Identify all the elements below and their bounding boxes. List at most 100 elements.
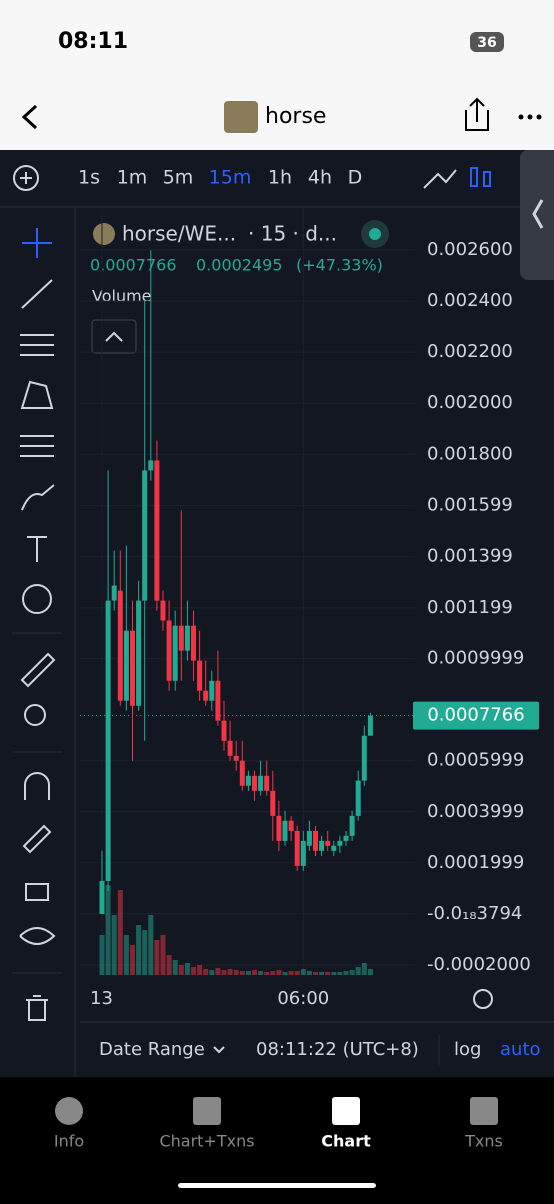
tab-label[interactable]: Chart xyxy=(321,1132,371,1151)
candle-body xyxy=(142,470,148,601)
tab-icon xyxy=(470,1097,498,1125)
volume-bar xyxy=(117,890,123,975)
y-tick-label: 0.0003999 xyxy=(427,801,524,822)
add-indicator[interactable] xyxy=(13,165,39,191)
lock-tool[interactable] xyxy=(25,883,49,901)
crosshair-tool[interactable] xyxy=(22,228,52,258)
candle-body xyxy=(288,820,294,831)
volume-bar xyxy=(270,971,276,975)
timeframe[interactable]: 1m xyxy=(117,167,148,189)
clock-utc: 08:11:22 (UTC+8) xyxy=(256,1039,419,1060)
candle-body xyxy=(209,680,215,701)
candle-body xyxy=(197,660,203,691)
projection-tool[interactable] xyxy=(20,435,54,457)
tab-label[interactable]: Info xyxy=(54,1132,84,1151)
candle-body xyxy=(178,625,184,651)
collapse-legend[interactable] xyxy=(91,319,137,354)
plus xyxy=(20,172,32,184)
volume-bar xyxy=(111,915,117,975)
trendline-tool[interactable] xyxy=(21,279,53,309)
candle-body xyxy=(233,755,239,761)
timeframe[interactable]: 4h xyxy=(308,167,332,189)
symbol[interactable]: horse/WE... xyxy=(122,222,236,246)
timeframe[interactable]: 1s xyxy=(78,167,100,189)
volume-bar xyxy=(191,967,196,975)
log-toggle[interactable]: log xyxy=(454,1039,481,1060)
zoom-tool[interactable] xyxy=(24,704,46,726)
battery xyxy=(470,32,504,52)
candle-body xyxy=(117,590,123,701)
volume-bar xyxy=(130,945,135,975)
legend-change: 0.0002495 xyxy=(196,256,283,275)
magnet-tool[interactable] xyxy=(24,772,50,800)
interval: · 15 · d... xyxy=(248,222,337,246)
timeframe[interactable]: 1h xyxy=(268,167,292,189)
candle-body xyxy=(276,815,282,841)
candle-body xyxy=(184,625,190,651)
symbol-icon xyxy=(93,223,115,245)
candle-body xyxy=(239,760,245,786)
volume-bar xyxy=(160,935,166,975)
last-price-label: 0.0007766 xyxy=(427,705,524,726)
pattern-tool[interactable] xyxy=(20,380,54,409)
candle-body xyxy=(166,620,172,681)
candle-body xyxy=(227,740,233,756)
date-range[interactable]: Date Range xyxy=(99,1039,205,1060)
battery-level: 36 xyxy=(477,35,496,51)
share-button[interactable] xyxy=(465,97,489,131)
candle-body xyxy=(203,690,209,701)
y-tick-label: 0.002200 xyxy=(427,341,513,362)
volume-bar xyxy=(197,965,203,975)
volume-bar xyxy=(142,930,148,975)
dropdown xyxy=(213,1046,225,1054)
y-tick-label: 0.002600 xyxy=(427,239,513,260)
side-handle[interactable] xyxy=(520,150,554,280)
volume-bar xyxy=(184,963,190,975)
candle-body xyxy=(325,840,331,846)
y-tick-label: 0.0009999 xyxy=(427,648,524,669)
candle-body xyxy=(294,830,300,866)
token-icon xyxy=(224,101,258,133)
volume-bar xyxy=(105,885,111,975)
timeframe[interactable]: D xyxy=(348,167,363,189)
volume-bar xyxy=(300,969,306,975)
candle-body xyxy=(105,600,111,881)
volume-bar xyxy=(325,972,331,975)
settings[interactable] xyxy=(473,989,493,1009)
emoji-tool[interactable] xyxy=(22,584,52,614)
ruler-tool[interactable] xyxy=(20,652,56,688)
legend-change-pct: (+47.33%) xyxy=(296,256,383,275)
brush-tool[interactable] xyxy=(21,484,55,511)
timeframe[interactable]: 15m xyxy=(209,167,252,189)
home-indicator xyxy=(178,1183,376,1188)
volume-bar xyxy=(349,970,355,975)
more-button[interactable] xyxy=(518,114,542,120)
y-tick-label: 0.001399 xyxy=(427,546,513,567)
fib-tool[interactable] xyxy=(20,334,54,356)
text-tool[interactable] xyxy=(27,536,47,562)
lock-draw-tool[interactable] xyxy=(22,824,52,854)
candle-body xyxy=(191,625,196,661)
tab-label[interactable]: Txns xyxy=(464,1132,503,1151)
candle-type[interactable] xyxy=(470,167,478,187)
legend-price: 0.0007766 xyxy=(90,256,177,275)
top-bg xyxy=(0,0,554,150)
y-tick-label: -0.0002000 xyxy=(427,954,531,975)
volume-bar xyxy=(252,970,257,975)
volume-bar xyxy=(319,972,325,975)
back-button[interactable] xyxy=(21,104,38,130)
line-type[interactable] xyxy=(423,169,457,189)
volume-bar xyxy=(337,972,343,975)
candle-body xyxy=(136,600,142,706)
volume-bar xyxy=(282,972,288,975)
tab-icon xyxy=(193,1097,221,1125)
tab-label[interactable]: Chart+Txns xyxy=(159,1132,254,1151)
y-tick-label: 0.0001999 xyxy=(427,852,524,873)
delete-tool[interactable] xyxy=(26,995,48,1021)
candle-body xyxy=(343,835,349,841)
handle-arrow xyxy=(532,199,544,229)
volume-bar xyxy=(172,960,178,975)
auto-toggle[interactable]: auto xyxy=(500,1039,541,1060)
visibility-tool[interactable] xyxy=(19,927,56,945)
timeframe[interactable]: 5m xyxy=(163,167,194,189)
